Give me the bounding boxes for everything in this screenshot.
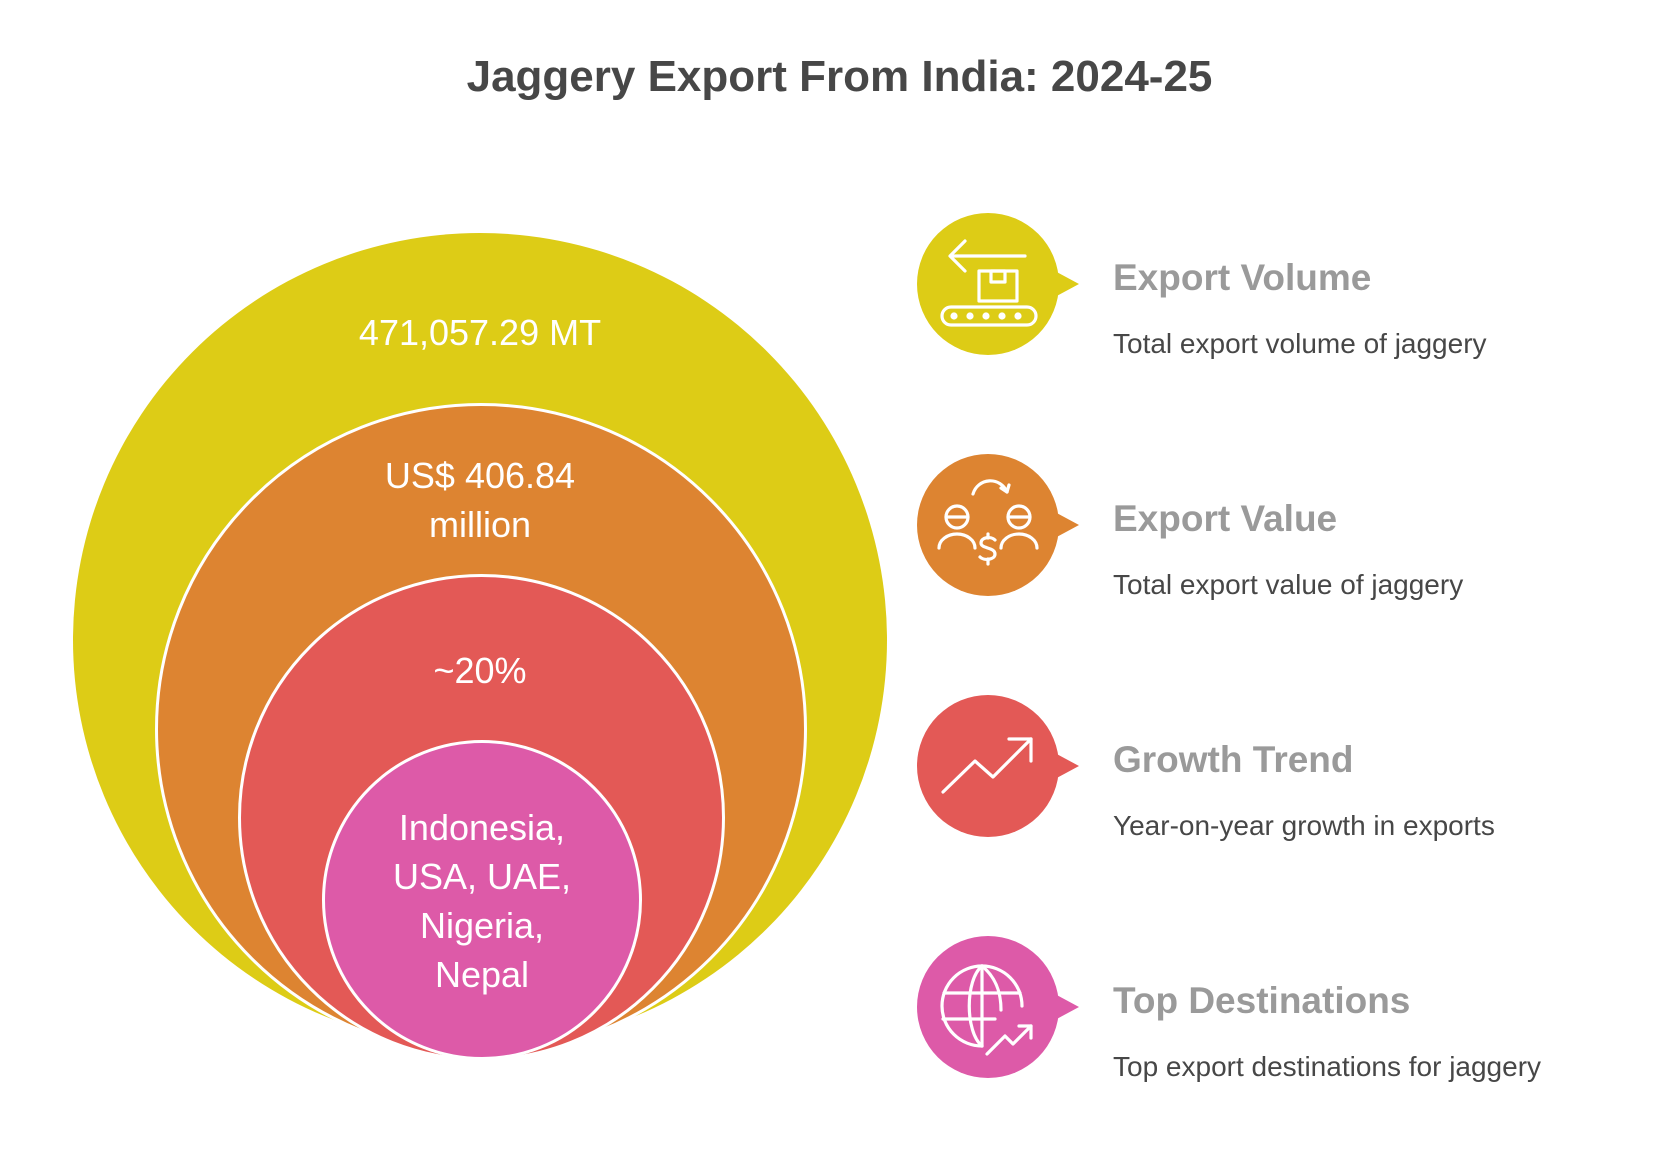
export-volume-desc: Total export volume of jaggery — [1113, 328, 1487, 359]
export-value-value: US$ 406.84 million — [280, 451, 680, 549]
legend-item-top-destinations: Top Destinations Top export destinations… — [917, 936, 1657, 1086]
top-destinations-badge — [917, 936, 1079, 1078]
destination-line-2: USA, UAE, — [392, 856, 572, 897]
export-volume-title: Export Volume — [1113, 257, 1372, 298]
growth-trend-value: ~20% — [433, 650, 527, 691]
export-value-line-2: million — [428, 504, 532, 545]
page-title: Jaggery Export From India: 2024-25 — [466, 52, 1213, 101]
destination-line-1: Indonesia, — [398, 807, 566, 848]
export-value-badge — [917, 454, 1079, 596]
top-destinations-value: Indonesia, USA, UAE, Nigeria, Nepal — [332, 803, 632, 999]
export-value-line-1: US$ 406.84 — [384, 455, 576, 496]
trend-up-icon — [941, 737, 1033, 794]
destination-line-3: Nigeria, — [419, 905, 545, 946]
money-exchange-icon — [937, 479, 1039, 566]
export-volume-value: 471,057.29 MT — [358, 312, 602, 353]
legend-item-export-value: Export Value Total export value of jagge… — [917, 454, 1657, 604]
export-value-desc: Total export value of jaggery — [1113, 569, 1464, 600]
export-volume-badge — [917, 213, 1079, 355]
top-destinations-desc: Top export destinations for jaggery — [1113, 1051, 1542, 1082]
legend-item-export-volume: Export Volume Total export volume of jag… — [917, 213, 1657, 363]
destination-line-4: Nepal — [434, 954, 530, 995]
export-value-title: Export Value — [1113, 498, 1338, 539]
growth-trend-badge — [917, 695, 1079, 837]
conveyor-box-icon — [940, 239, 1038, 327]
globe-trend-icon — [940, 964, 1033, 1056]
growth-trend-desc: Year-on-year growth in exports — [1113, 810, 1495, 841]
growth-trend-title: Growth Trend — [1113, 739, 1354, 780]
top-destinations-circle — [322, 740, 642, 1060]
top-destinations-title: Top Destinations — [1113, 980, 1411, 1021]
legend-item-growth-trend: Growth Trend Year-on-year growth in expo… — [917, 695, 1657, 845]
